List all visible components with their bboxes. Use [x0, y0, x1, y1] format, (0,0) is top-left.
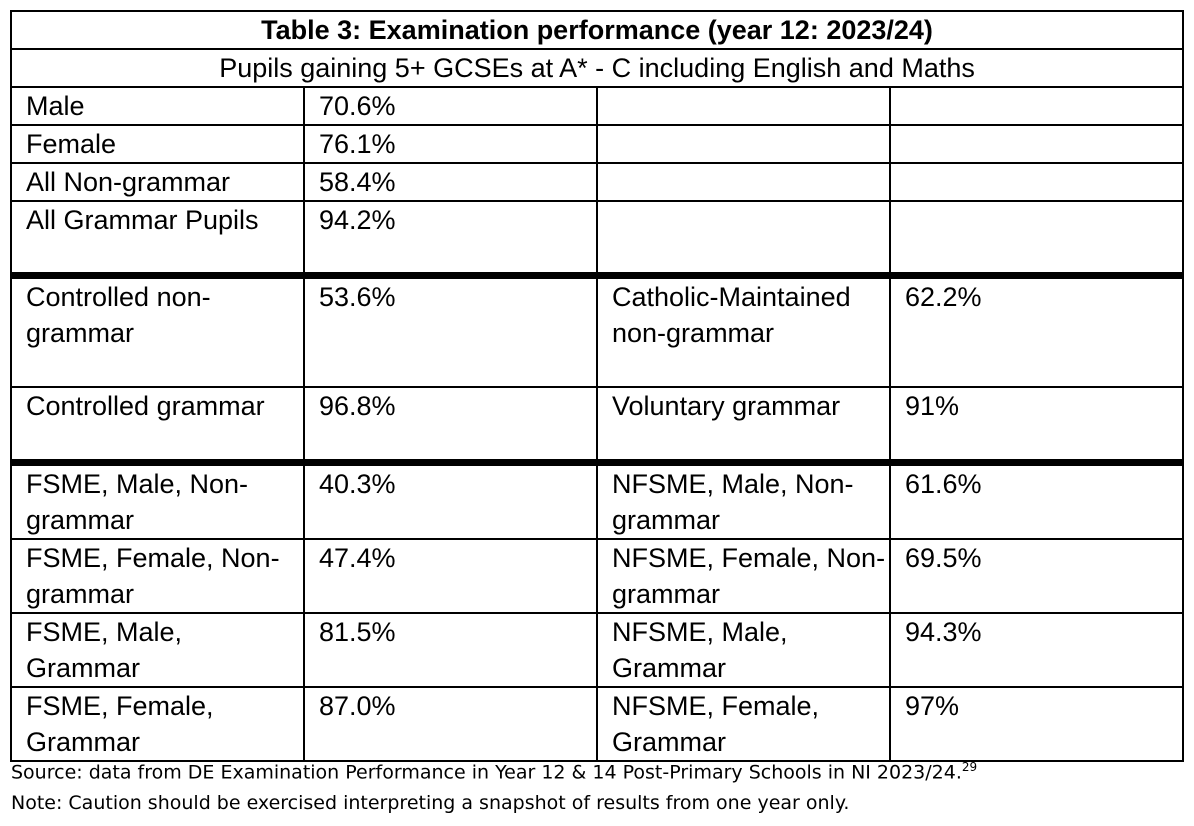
percentage-cell: 58.4% — [303, 162, 598, 202]
percentage-cell: 53.6% — [303, 272, 598, 388]
row-label-cell: NFSME, Male, Grammar — [596, 612, 891, 688]
table-row: Controlled non-grammar 53.6% Catholic-Main… — [10, 272, 1185, 388]
row-label-cell: FSME, Female, Non-grammar — [10, 538, 305, 614]
table-row: All Grammar Pupils 94.2% — [10, 200, 1185, 277]
row-label-cell: Voluntary grammar — [596, 386, 891, 464]
source-text: Source: data from DE Examination Perform… — [11, 761, 962, 784]
row-label-cell: Male — [10, 86, 305, 126]
row-label-cell: Catholic-Maintained non-grammar — [596, 272, 891, 388]
percentage-cell: 61.6% — [888, 459, 1185, 540]
row-label-cell — [596, 200, 891, 277]
percentage-cell: 94.2% — [303, 200, 598, 277]
percentage-cell: 76.1% — [303, 124, 598, 164]
row-label-cell: All Non-grammar — [10, 162, 305, 202]
percentage-cell — [888, 200, 1185, 277]
percentage-cell — [888, 86, 1185, 126]
percentage-cell: 94.3% — [888, 612, 1185, 688]
examination-performance-table: Table 3: Examination performance (year 1… — [9, 10, 1185, 762]
row-label-cell — [596, 86, 891, 126]
table-title: Table 3: Examination performance (year 1… — [9, 10, 1185, 50]
row-label-cell — [596, 124, 891, 164]
caution-note: Note: Caution should be exercised interp… — [11, 792, 850, 814]
table-row: Controlled grammar 96.8% Voluntary grammar… — [10, 386, 1185, 464]
table-row: Male 70.6% — [10, 86, 1185, 126]
percentage-cell: 70.6% — [303, 86, 598, 126]
table-subtitle: Pupils gaining 5+ GCSEs at A* - C includ… — [9, 48, 1185, 88]
row-label-cell: NFSME, Female, Grammar — [596, 686, 891, 762]
percentage-cell — [888, 162, 1185, 202]
row-label-cell: Controlled non-grammar — [10, 272, 305, 388]
percentage-cell: 47.4% — [303, 538, 598, 614]
row-label-cell: NFSME, Male, Non-grammar — [596, 459, 891, 540]
source-note: Source: data from DE Examination Perform… — [11, 760, 977, 783]
percentage-cell: 91% — [888, 386, 1185, 464]
row-label-cell: FSME, Male, Non-grammar — [10, 459, 305, 540]
row-label-cell — [596, 162, 891, 202]
table-row: All Non-grammar 58.4% — [10, 162, 1185, 202]
row-label-cell: FSME, Male, Grammar — [10, 612, 305, 688]
row-label-cell: Controlled grammar — [10, 386, 305, 464]
table-row: Female 76.1% — [10, 124, 1185, 164]
percentage-cell: 97% — [888, 686, 1185, 762]
table-row: FSME, Male, Non-grammar 40.3% NFSME, Male,… — [10, 459, 1185, 540]
row-label-cell: FSME, Female, Grammar — [10, 686, 305, 762]
footnote-ref: 29 — [961, 760, 978, 774]
percentage-cell: 69.5% — [888, 538, 1185, 614]
row-label-cell: All Grammar Pupils — [10, 200, 305, 277]
percentage-cell: 96.8% — [303, 386, 598, 464]
table-row: FSME, Male, Grammar 81.5% NFSME, Male, Gra… — [10, 612, 1185, 688]
table-row: FSME, Female, Grammar 87.0% NFSME, Female,… — [10, 686, 1185, 762]
percentage-cell — [888, 124, 1185, 164]
percentage-cell: 40.3% — [303, 459, 598, 540]
percentage-cell: 81.5% — [303, 612, 598, 688]
row-label-cell: Female — [10, 124, 305, 164]
row-label-cell: NFSME, Female, Non-grammar — [596, 538, 891, 614]
percentage-cell: 62.2% — [888, 272, 1185, 388]
percentage-cell: 87.0% — [303, 686, 598, 762]
table-row: FSME, Female, Non-grammar 47.4% NFSME, Fem… — [10, 538, 1185, 614]
